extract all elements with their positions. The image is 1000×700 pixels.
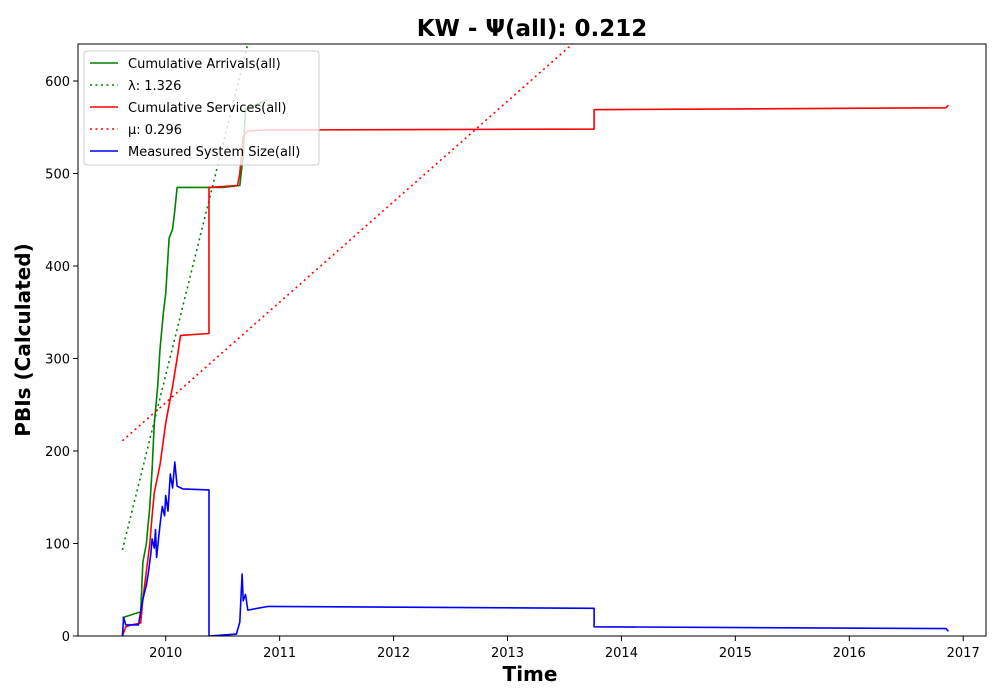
y-tick-label: 100 xyxy=(45,538,70,553)
y-tick-label: 400 xyxy=(45,260,70,275)
x-tick-label: 2012 xyxy=(377,646,410,661)
x-axis-label: Time xyxy=(503,662,558,686)
legend-box xyxy=(83,50,320,166)
x-tick-label: 2017 xyxy=(947,646,980,661)
y-tick-label: 200 xyxy=(45,445,70,460)
series-line-measured-system-size-all xyxy=(121,461,950,636)
x-tick-label: 2013 xyxy=(491,646,524,661)
y-tick-label: 0 xyxy=(62,630,70,645)
legend-label: Measured System Size(all) xyxy=(128,145,300,160)
chart-title: KW - Ψ(all): 0.212 xyxy=(417,16,648,42)
legend-label: λ: 1.326 xyxy=(128,79,181,94)
series-line-0-296 xyxy=(121,44,573,442)
legend-label: Cumulative Services(all) xyxy=(128,101,286,116)
legend-label: Cumulative Arrivals(all) xyxy=(128,57,281,72)
legend: Cumulative Arrivals(all) λ: 1.326 Cumulati… xyxy=(83,50,320,166)
y-axis-label: PBIs (Calculated) xyxy=(11,243,35,436)
x-tick-label: 2016 xyxy=(833,646,866,661)
y-tick-label: 300 xyxy=(45,353,70,368)
x-tick-label: 2014 xyxy=(605,646,638,661)
plot-frame xyxy=(77,43,987,637)
x-tick-label: 2010 xyxy=(149,646,182,661)
legend-label: μ: 0.296 xyxy=(128,123,182,138)
y-tick-label: 600 xyxy=(45,75,70,90)
y-tick-label: 500 xyxy=(45,168,70,183)
x-tick-label: 2011 xyxy=(263,646,296,661)
x-tick-label: 2015 xyxy=(719,646,752,661)
